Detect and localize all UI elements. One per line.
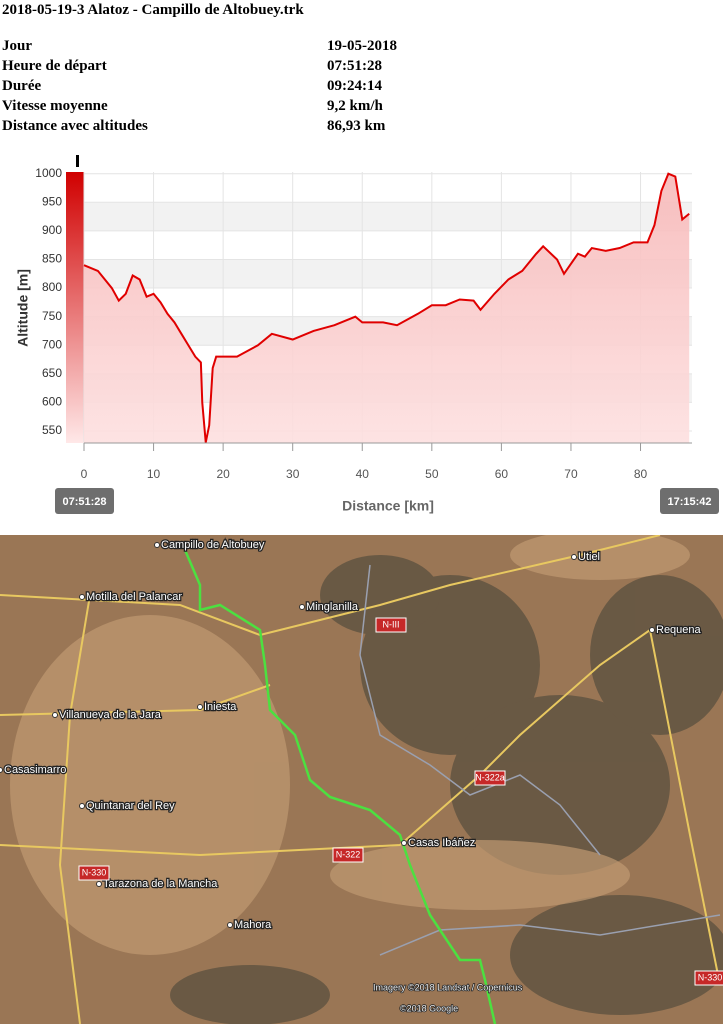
x-tick-label: 80 (634, 467, 648, 481)
road-label: N-III (383, 619, 400, 629)
info-label: Durée (2, 78, 42, 94)
place-label: Iniesta (204, 701, 237, 713)
road-badge (332, 847, 364, 863)
place-dot (649, 627, 655, 633)
map: Campillo de Altobuey Motilla del Palancar… (0, 535, 723, 1024)
x-tick-label: 10 (147, 467, 161, 481)
place-dot (154, 542, 160, 548)
y-tick-label: 650 (42, 366, 62, 380)
time-label: 17:15:42 (667, 496, 711, 508)
info-value: 07:51:28 (327, 58, 382, 74)
place-label: Motilla del Palancar (86, 591, 182, 603)
area-fill (84, 173, 690, 443)
place-label: Villanueva de la Jara (59, 709, 162, 721)
place-label: Mahora (234, 919, 272, 931)
x-tick-label: 70 (564, 467, 578, 481)
y-tick-label: 750 (42, 309, 62, 323)
place-label: Requena (656, 624, 702, 636)
time-badge (55, 488, 114, 514)
info-label: Vitesse moyenne (2, 98, 108, 114)
grid-band (84, 202, 692, 231)
road-label: N-322 (336, 849, 361, 859)
file-title: 2018-05-19-3 Alatoz - Campillo de Altobu… (2, 2, 304, 18)
river (359, 564, 601, 856)
place-dot (96, 881, 102, 887)
place-label: Casasimarro (4, 764, 66, 776)
info-value: 19-05-2018 (327, 38, 397, 54)
place-dot (227, 922, 233, 928)
time-label: 07:51:28 (62, 496, 106, 508)
x-tick-label: 60 (495, 467, 509, 481)
info-value: 09:24:14 (327, 78, 382, 94)
place-label: Casas Ibáñez (408, 837, 475, 849)
info-label: Heure de départ (2, 58, 107, 74)
time-badge (660, 488, 719, 514)
info-label: Jour (2, 38, 32, 54)
place-label: Quintanar del Rey (86, 800, 175, 812)
y-tick-label: 950 (42, 194, 62, 208)
x-tick-label: 50 (425, 467, 439, 481)
place-label: Utiel (578, 551, 600, 563)
place-dot (401, 840, 407, 846)
y-tick-label: 850 (42, 252, 62, 266)
y-tick-label: 600 (42, 395, 62, 409)
elevation-chart: 550 600 650 700 750 800 850 900 950 1000 0 10 20 30 40… (15, 155, 719, 514)
place-dot (197, 704, 203, 710)
y-tick-label: 800 (42, 280, 62, 294)
place-dot (0, 767, 3, 773)
place-label: Campillo de Altobuey (161, 539, 265, 551)
road-label: N-322a (475, 772, 505, 782)
y-tick-label: 900 (42, 223, 62, 237)
marker (76, 155, 79, 167)
place-dot (52, 712, 58, 718)
place-dot (79, 594, 85, 600)
x-tick-label: 30 (286, 467, 300, 481)
river (379, 914, 721, 956)
road-badge (474, 770, 506, 786)
road-badge (375, 617, 407, 633)
x-tick-label: 40 (356, 467, 370, 481)
road-badge (78, 865, 110, 881)
map-credit: ©2018 Google (400, 1003, 458, 1013)
track (183, 549, 497, 1024)
x-axis-label: Distance [km] (342, 498, 434, 514)
map-credit: Imagery ©2018 Landsat / Copernicus (373, 982, 523, 992)
info-value: 86,93 km (327, 118, 386, 134)
y-tick-label: 700 (42, 337, 62, 351)
elevation-line (83, 172, 690, 443)
y-axis-label: Altitude [m] (15, 269, 31, 347)
altitude-bar (66, 172, 84, 443)
y-tick-label: 1000 (35, 166, 62, 180)
x-tick-label: 0 (81, 467, 88, 481)
x-tick-label: 20 (216, 467, 230, 481)
place-label: Minglanilla (306, 601, 359, 613)
road-label: N-330 (82, 867, 107, 877)
place-label: Tarazona de la Mancha (103, 878, 218, 890)
road-badge (694, 970, 723, 986)
place-dot (571, 554, 577, 560)
place-dot (299, 604, 305, 610)
road-label: N-330 (698, 972, 723, 982)
y-tick-label: 550 (42, 423, 62, 437)
place-dot (79, 803, 85, 809)
info-value: 9,2 km/h (327, 98, 383, 114)
info-label: Distance avec altitudes (2, 118, 148, 134)
